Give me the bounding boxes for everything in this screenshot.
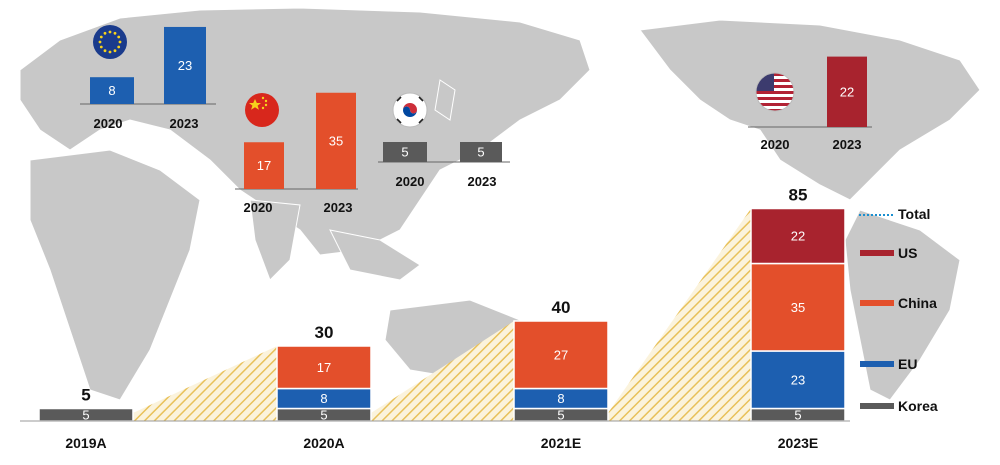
inset-bar-eu-2023 [164, 26, 206, 105]
legend-swatch-korea [860, 403, 894, 409]
total-value-label: 5 [81, 386, 90, 405]
bar-value-label: 8 [557, 391, 564, 406]
korea-flag-icon [392, 92, 428, 128]
bar-value-label: 5 [557, 407, 564, 422]
bar-china-2020a [276, 345, 372, 390]
inset-year-label: 2023 [324, 200, 353, 215]
category-labels: 2019A 2020A 2021E 2023E [65, 435, 818, 451]
inset-year-label: 2023 [833, 137, 862, 152]
category-label: 2019A [65, 435, 106, 451]
inset-year-label: 2020 [396, 174, 425, 189]
inset-bar-korea-2023 [460, 142, 502, 162]
india-landmass [249, 199, 301, 281]
inset-bar-value: 5 [401, 145, 408, 160]
legend-label-korea: Korea [898, 398, 938, 414]
south-america-landmass [844, 209, 961, 401]
bar-value-label: 22 [791, 229, 805, 244]
total-labels: 5 30 40 85 [81, 186, 807, 405]
legend-label-china: China [898, 295, 937, 311]
china-flag-icon [245, 93, 279, 127]
bar-value-label: 5 [320, 407, 327, 422]
inset-bar-value: 5 [477, 145, 484, 160]
total-value-label: 40 [552, 298, 571, 317]
eu-flag-icon [93, 25, 127, 59]
regional-insets: 8 2020 23 2023 17 2020 35 2023 5 2020 5 2023 2020 22 2… [80, 26, 872, 215]
japan-landmass [434, 79, 456, 121]
bar-value-label: 23 [791, 372, 805, 387]
inset-year-label: 2023 [468, 174, 497, 189]
inset-year-label: 2020 [244, 200, 273, 215]
africa-landmass [29, 149, 201, 401]
trend-area-0 [133, 346, 277, 421]
bar-value-label: 35 [791, 300, 805, 315]
total-value-label: 85 [789, 186, 808, 205]
bar-value-label: 27 [554, 347, 568, 362]
legend-swatch-eu [860, 361, 894, 367]
bar-china-2023e [750, 262, 846, 352]
bar-china-2021e [513, 320, 609, 390]
legend-label-us: US [898, 245, 917, 261]
trend-area-1 [371, 321, 514, 421]
total-value-label: 30 [315, 323, 334, 342]
inset-bar-china-2023 [316, 92, 356, 189]
inset-bar-us-2023 [827, 56, 867, 127]
europe-asia-landmass [19, 7, 591, 256]
legend-label-eu: EU [898, 356, 917, 372]
inset-bar-value: 22 [840, 84, 854, 99]
category-label: 2020A [303, 435, 344, 451]
legend: Total US China EU Korea [859, 206, 938, 414]
southeast-asia-landmass [329, 229, 421, 281]
bar-value-label: 5 [794, 407, 801, 422]
category-label: 2021E [541, 435, 581, 451]
category-label: 2023E [778, 435, 818, 451]
inset-bar-value: 23 [178, 58, 192, 73]
legend-swatch-us [860, 250, 894, 256]
us-flag-icon [755, 72, 795, 112]
inset-year-label: 2020 [94, 116, 123, 131]
north-america-landmass [639, 19, 981, 201]
bar-us-2023e [750, 207, 846, 265]
inset-year-label: 2020 [761, 137, 790, 152]
trend-area-2 [608, 208, 751, 421]
bar-value-label: 8 [320, 391, 327, 406]
inset-bar-korea-2020 [383, 142, 427, 162]
total-trend-area [133, 208, 751, 421]
inset-bar-value: 17 [257, 158, 271, 173]
inset-bar-eu-2020 [90, 77, 134, 104]
legend-swatch-china [860, 300, 894, 306]
bar-eu-2023e [750, 350, 846, 410]
inset-bar-value: 8 [108, 83, 115, 98]
bar-value-label: 5 [82, 407, 89, 422]
inset-year-label: 2023 [170, 116, 199, 131]
legend-label-total: Total [898, 206, 930, 222]
world-map [19, 7, 981, 401]
bar-value-label: 17 [317, 360, 331, 375]
inset-bar-value: 35 [329, 133, 343, 148]
inset-bar-china-2020 [244, 142, 284, 189]
